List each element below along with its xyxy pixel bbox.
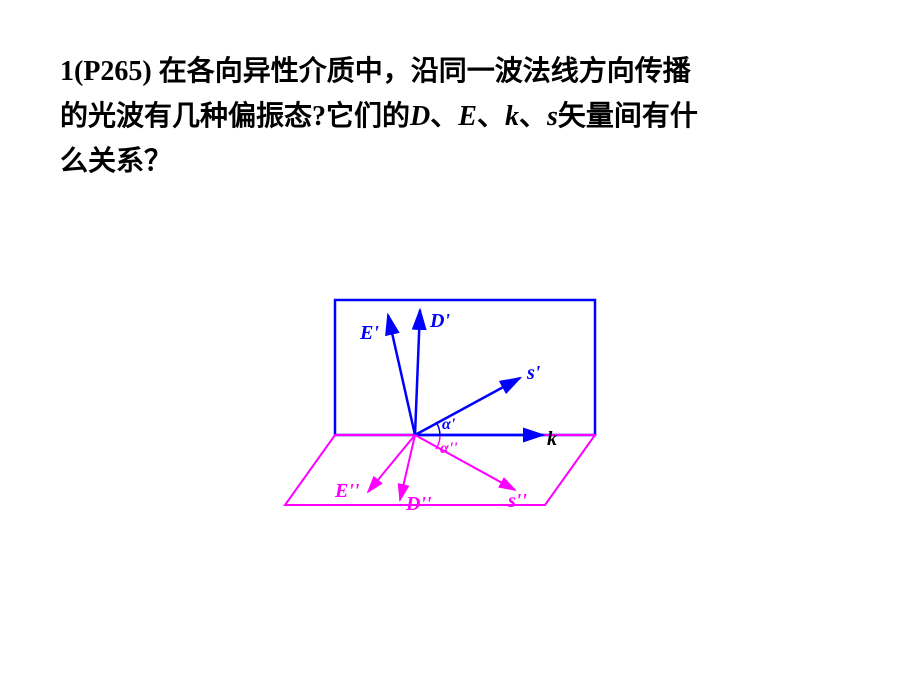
q-line1: 在各向异性介质中，沿同一波法线方向传播 <box>159 56 691 87</box>
var-D: D <box>410 101 430 132</box>
var-E: E <box>458 101 477 132</box>
vector-s-double-prime <box>415 435 515 490</box>
question-text: 1(P265) 在各向异性介质中，沿同一波法线方向传播 的光波有几种偏振态?它们… <box>60 50 860 184</box>
vector-s-prime <box>415 378 520 435</box>
sep1: 、 <box>430 101 458 132</box>
label-alpha-double-prime: α'' <box>440 440 458 458</box>
vector-D-prime <box>415 310 420 435</box>
upper-plane-rect <box>335 300 595 435</box>
label-E-double-prime: E'' <box>335 480 359 503</box>
label-k: k <box>547 428 557 451</box>
q-line3: 么关系？ <box>60 146 172 177</box>
sep3: 、 <box>519 101 547 132</box>
q-prefix: 1(P265) <box>60 56 159 87</box>
label-s-double-prime: s'' <box>508 490 527 513</box>
label-E-prime: E' <box>360 322 379 345</box>
label-alpha-prime: α' <box>442 416 455 434</box>
label-s-prime: s' <box>527 362 540 385</box>
q-line2a: 的光波有几种偏振态?它们的 <box>60 101 410 132</box>
label-D-double-prime: D'' <box>406 493 432 516</box>
var-s: s <box>547 101 558 132</box>
sep2: 、 <box>477 101 505 132</box>
var-k: k <box>505 101 519 132</box>
vector-E-prime <box>388 315 415 435</box>
diagram-svg <box>280 280 640 540</box>
label-D-prime: D' <box>430 310 450 333</box>
q-line2b: 矢量间有什 <box>558 101 698 132</box>
vector-diagram: D' E' s' k α' α'' s'' D'' E'' <box>280 280 640 540</box>
